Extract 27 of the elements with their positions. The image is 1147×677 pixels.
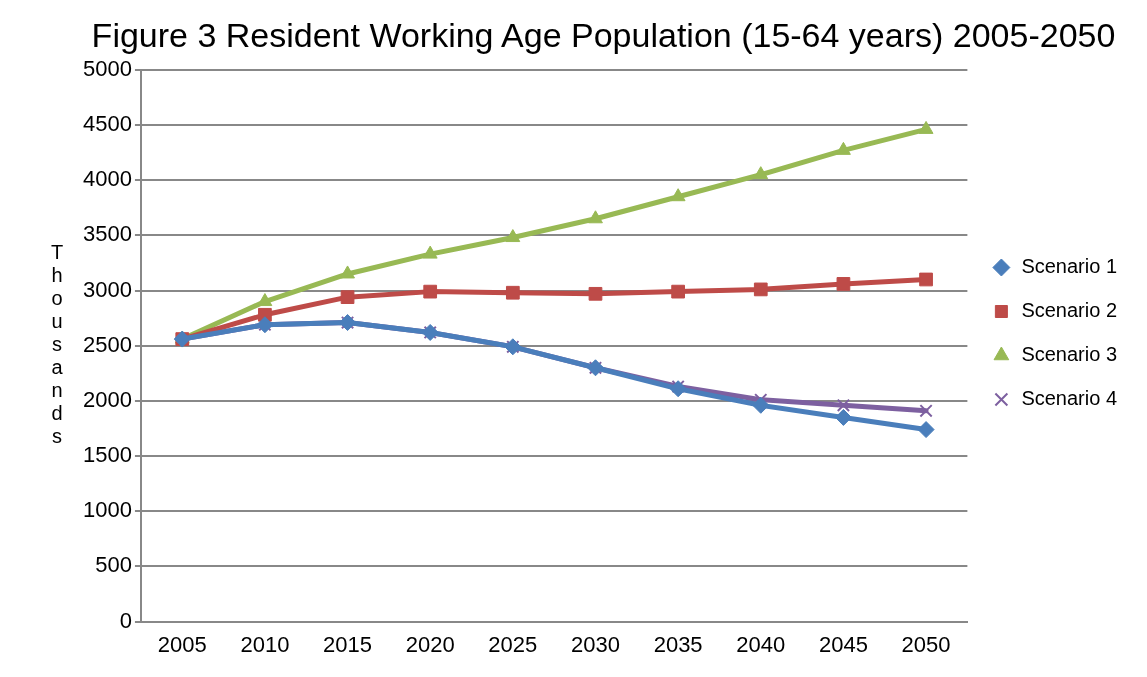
y-tick-label: 0 [119,607,132,633]
y-tick-label: 2000 [82,386,132,412]
x-tick-label: 2025 [488,631,538,657]
y-tick-label: 500 [95,552,132,578]
y-tick-label: 3000 [82,276,132,302]
x-tick-label: 2050 [901,631,951,657]
x-tick-label: 2005 [157,631,207,657]
y-tick-label: 2500 [82,331,132,357]
y-tick-label: 3500 [82,221,132,247]
legend-label: Scenario 3 [1021,343,1118,366]
x-tick-label: 2010 [240,631,290,657]
legend-label: Scenario 1 [1021,255,1118,278]
y-tick-label: 4500 [82,111,132,137]
x-tick-label: 2015 [323,631,373,657]
x-tick-label: 2020 [405,631,455,657]
x-tick-label: 2030 [571,631,620,657]
chart-title: Figure 3 Resident Working Age Population (15-64 years) 2005-2050 [91,15,1116,54]
legend-label: Scenario 2 [1021,299,1118,322]
y-tick-label: 4000 [82,166,132,192]
y-tick-label: 1500 [82,442,132,468]
y-tick-label: 1000 [82,497,132,523]
text: Thousands [50,241,64,448]
x-tick-label: 2040 [736,631,786,657]
legend-label: Scenario 4 [1021,387,1118,410]
y-tick-label: 5000 [82,55,132,81]
x-tick-label: 2035 [653,631,703,657]
x-tick-label: 2045 [818,631,868,657]
